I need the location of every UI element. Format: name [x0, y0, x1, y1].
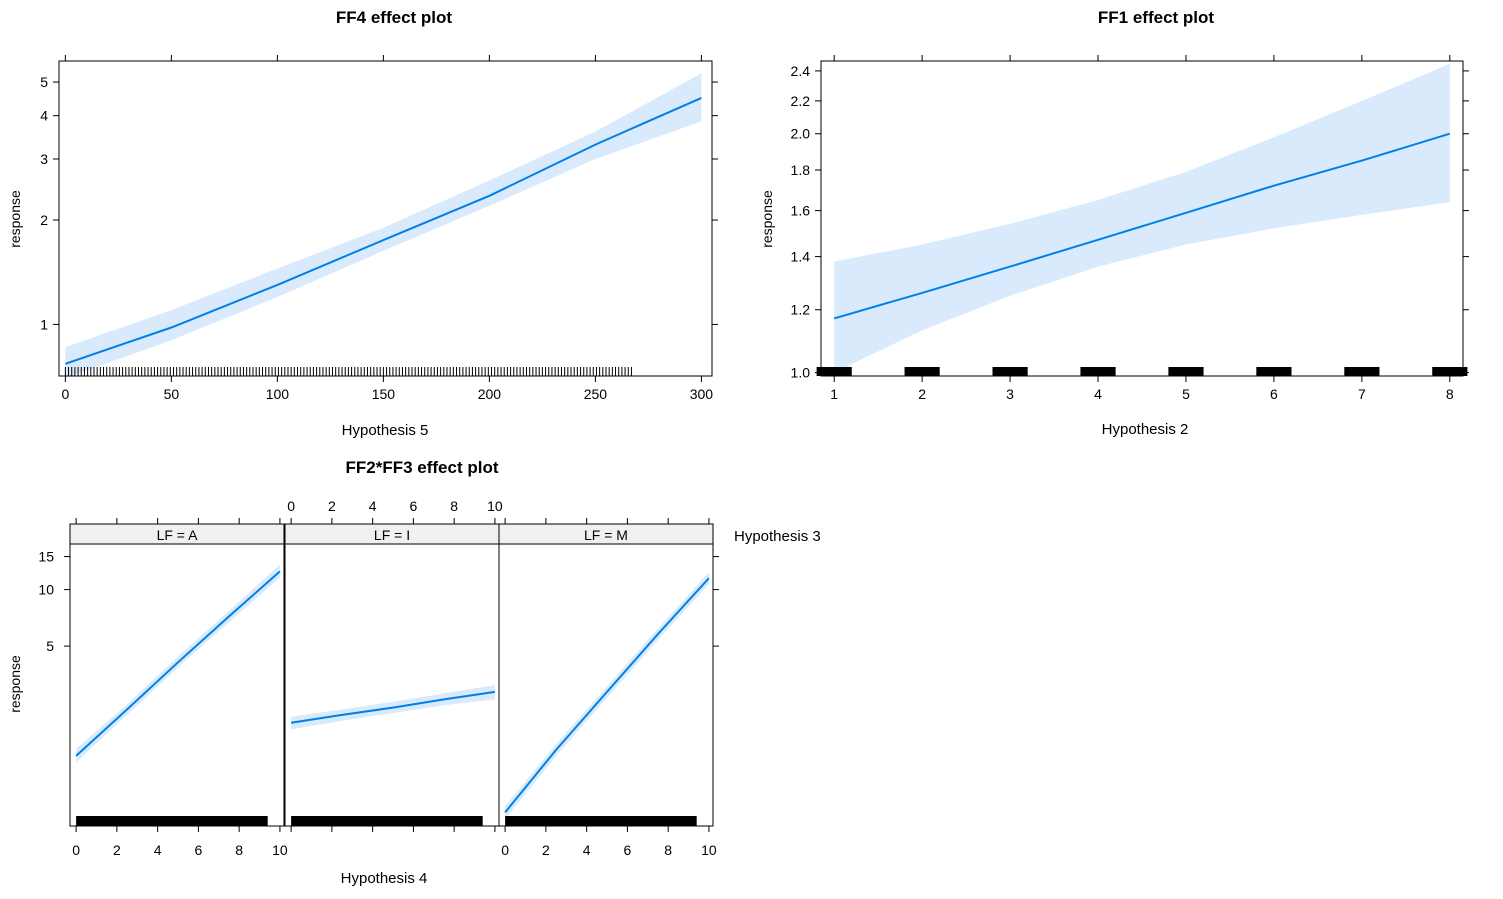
ff1-x-tick-label: 8 [1446, 386, 1454, 402]
ff2ff3-effect-line [504, 577, 710, 814]
ff2ff3-x-tick-label: 6 [624, 842, 632, 858]
ff2ff3-x-tick-label: 8 [450, 498, 458, 514]
ff1-y-tick-label: 1.8 [791, 162, 811, 178]
ff1-effect-line [833, 132, 1451, 320]
ff2ff3-x-tick-label: 0 [287, 498, 295, 514]
ff2ff3-y-axis-label: response [7, 655, 23, 713]
ff1-y-tick-label: 1.4 [791, 249, 811, 265]
ff2ff3-x-tick-label: 8 [235, 842, 243, 858]
ff2ff3-panel-frame [498, 523, 714, 827]
ff2ff3-x-tick-label: 4 [583, 842, 591, 858]
ff1-rug-block [1256, 367, 1292, 376]
ff1-x-axis-label: Hypothesis 2 [1102, 421, 1189, 438]
ff4-x-tick-label: 0 [61, 386, 69, 402]
ff1-rug-block [992, 367, 1028, 376]
ff2ff3-panel-frame [284, 523, 500, 827]
ff4-effect-line [65, 96, 702, 365]
ff1-title: FF1 effect plot [1098, 8, 1215, 27]
ff4-x-axis-label: Hypothesis 5 [342, 422, 429, 439]
ff1-y-tick-label: 2.2 [791, 93, 811, 109]
ff4-panel-frame [58, 60, 713, 377]
ff2ff3-x-tick-label: 8 [664, 842, 672, 858]
ff1-x-tick-label: 6 [1270, 386, 1278, 402]
ff1-confidence-band [834, 63, 1450, 373]
ff4-x-tick-label: 250 [584, 386, 608, 402]
ff1-rug-block [816, 367, 852, 376]
ff2ff3-strip-label: LF = M [584, 527, 628, 543]
ff2ff3-x-tick-label: 6 [195, 842, 203, 858]
ff1-y-tick-label: 2.0 [791, 126, 811, 142]
ff1-x-tick-label: 7 [1358, 386, 1366, 402]
ff2ff3-y-tick-label: 15 [38, 549, 54, 565]
ff1-x-tick-label: 5 [1182, 386, 1190, 402]
ff1-rug-block [904, 367, 940, 376]
ff1-effect-plot: FF1 effect plot response Hypothesis 2 1 2… [759, 8, 1469, 438]
ff4-x-tick-label: 50 [164, 386, 180, 402]
ff2ff3-x-tick-label: 0 [501, 842, 509, 858]
ff1-x-tick-label: 2 [918, 386, 926, 402]
ff1-y-tick-label: 2.4 [791, 63, 811, 79]
ff1-y-tick-label: 1.6 [791, 203, 811, 219]
ff2ff3-strip-label: LF = A [157, 527, 199, 543]
ff2ff3-panel-frame [69, 523, 285, 827]
ff1-rug [816, 367, 1468, 376]
ff4-y-tick-label: 2 [40, 212, 48, 228]
ff2ff3-effect-line [75, 570, 281, 757]
ff4-y-tick-label: 3 [40, 151, 48, 167]
ff2ff3-rug [505, 816, 697, 826]
ff2ff3-x-tick-label: 4 [154, 842, 162, 858]
ff4-confidence-band [65, 73, 702, 379]
ff2ff3-rug [76, 816, 268, 826]
ff2ff3-x-tick-label: 10 [272, 842, 288, 858]
ff4-y-axis-label: response [7, 190, 23, 248]
ff1-panel-frame [820, 60, 1464, 377]
ff1-marks: 1 2 3 4 5 6 7 8 1.0 1.2 1.4 1.6 1.8 2.0 2.2 2.4 [791, 55, 1469, 402]
ff4-y-tick-label: 4 [40, 108, 48, 124]
ff2ff3-y-tick-label: 5 [46, 638, 54, 654]
ff4-rug [64, 367, 632, 376]
ff2ff3-title: FF2*FF3 effect plot [345, 458, 498, 477]
ff4-y-tick-label: 5 [40, 74, 48, 90]
ff2ff3-panel: LF = I 0 2 4 6 8 10 [284, 498, 503, 832]
ff2ff3-panel: LF = M 0 2 4 6 8 10 [498, 518, 719, 858]
ff1-rug-block [1080, 367, 1116, 376]
ff2ff3-marks: LF = A 0 2 4 6 8 10 5 10 15 LF = I 0 2 4 6 8 10 LF = M 0 2 4… [38, 498, 719, 858]
ff2ff3-y-tick-label: 10 [38, 582, 54, 598]
ff2ff3-strip-label: LF = I [374, 527, 410, 543]
ff2ff3-x-tick-label: 2 [542, 842, 550, 858]
ff2ff3-x-tick-label: 0 [72, 842, 80, 858]
ff2ff3-effect-line [290, 690, 496, 724]
ff1-x-tick-label: 1 [830, 386, 838, 402]
ff4-title: FF4 effect plot [336, 8, 453, 27]
ff4-x-tick-label: 150 [372, 386, 396, 402]
ff2ff3-strip-variable-label: Hypothesis 3 [734, 528, 821, 545]
ff2ff3-panel: LF = A 0 2 4 6 8 10 5 10 15 [38, 518, 288, 858]
ff1-rug-block [1168, 367, 1204, 376]
ff2ff3-confidence-band [505, 572, 709, 819]
ff2ff3-effect-plot: FF2*FF3 effect plot response Hypothesis … [7, 458, 821, 887]
ff2ff3-rug [291, 816, 483, 826]
ff1-x-tick-label: 3 [1006, 386, 1014, 402]
ff2ff3-x-tick-label: 4 [369, 498, 377, 514]
ff1-y-tick-label: 1.0 [791, 365, 811, 381]
ff2ff3-x-tick-label: 10 [487, 498, 503, 514]
ff1-y-axis-label: response [759, 190, 775, 248]
ff2ff3-x-axis-label: Hypothesis 4 [341, 870, 428, 887]
ff2ff3-x-tick-label: 2 [328, 498, 336, 514]
ff1-rug-block [1432, 367, 1468, 376]
ff1-rug-block [1344, 367, 1380, 376]
ff4-marks: 0 50 100 150 200 250 300 1 2 3 4 5 [40, 55, 718, 402]
ff1-y-tick-label: 1.2 [791, 302, 811, 318]
ff2ff3-x-tick-label: 2 [113, 842, 121, 858]
ff2ff3-x-tick-label: 6 [410, 498, 418, 514]
ff4-y-tick-label: 1 [40, 316, 48, 332]
ff4-x-tick-label: 200 [478, 386, 502, 402]
ff1-x-tick-label: 4 [1094, 386, 1102, 402]
ff4-x-tick-label: 100 [266, 386, 290, 402]
ff2ff3-x-tick-label: 10 [701, 842, 717, 858]
ff4-x-tick-label: 300 [690, 386, 714, 402]
ff4-effect-plot: FF4 effect plot response Hypothesis 5 0 5… [7, 8, 718, 439]
